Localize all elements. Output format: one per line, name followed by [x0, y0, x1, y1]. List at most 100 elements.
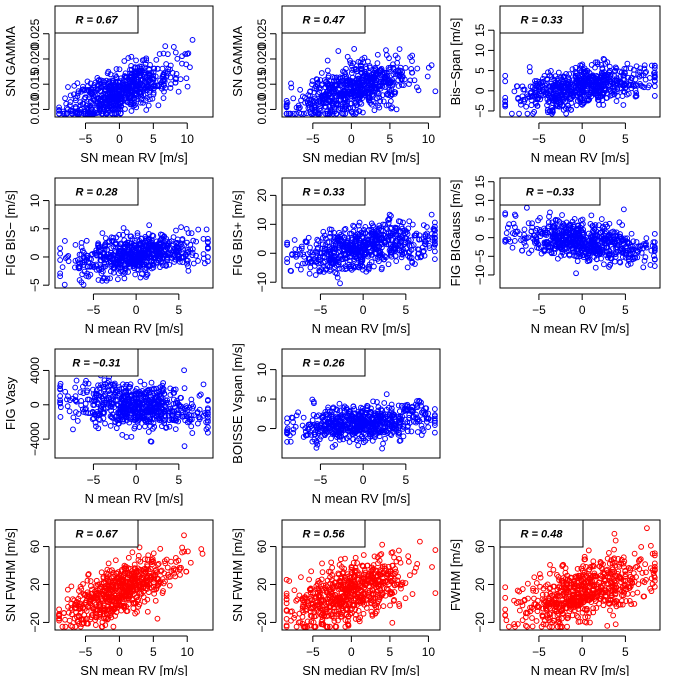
scatter-point: [155, 83, 162, 90]
scatter-point: [137, 260, 144, 267]
scatter-point: [641, 65, 648, 72]
scatter-point: [611, 84, 618, 90]
y-axis-title: FIG BIGauss [m/s]: [448, 180, 463, 287]
scatter-point: [395, 83, 402, 89]
scatter-point: [369, 88, 376, 95]
scatter-point: [600, 261, 607, 268]
y-axis-title: FIG BIS+ [m/s]: [230, 190, 245, 276]
scatter-point: [574, 258, 581, 265]
x-tick-label: 5: [622, 303, 629, 317]
x-tick-label: −5: [306, 132, 320, 146]
scatter-point: [179, 237, 186, 243]
scatter-point: [78, 279, 85, 286]
scatter-point: [95, 102, 102, 109]
scatter-point: [130, 78, 136, 85]
scatter-point: [111, 84, 118, 91]
scatter-point: [548, 76, 555, 83]
y-tick-label: 0: [28, 401, 42, 408]
scatter-point: [160, 77, 167, 84]
scatter-point: [651, 83, 658, 90]
scatter-point: [121, 58, 128, 64]
scatter-point: [342, 71, 349, 77]
scatter-point: [313, 444, 320, 451]
scatter-point: [374, 86, 380, 93]
scatter-point: [113, 259, 120, 266]
scatter-point: [102, 420, 108, 427]
scatter-point: [314, 76, 321, 83]
scatter-point: [357, 65, 364, 72]
scatter-point: [588, 62, 595, 68]
scatter-point: [189, 252, 196, 259]
scatter-point: [527, 68, 533, 75]
scatter-point: [57, 270, 64, 277]
scatter-point: [133, 68, 140, 75]
scatter-point: [109, 106, 116, 113]
scatter-point: [106, 253, 113, 260]
scatter-point: [116, 243, 123, 250]
scatter-point: [347, 84, 354, 91]
y-tick-label: 10: [28, 194, 42, 208]
scatter-point: [128, 53, 135, 60]
x-axis-title: N mean RV [m/s]: [85, 321, 184, 336]
scatter-point: [83, 237, 90, 244]
scatter-point: [566, 71, 573, 77]
scatter-point: [394, 68, 401, 74]
scatter-point: [297, 86, 304, 93]
scatter-point: [120, 232, 126, 238]
scatter-point: [57, 414, 64, 420]
scatter-point: [365, 95, 372, 102]
scatter-point: [523, 204, 530, 211]
scatter-point: [619, 222, 626, 228]
scatter-point: [99, 106, 105, 112]
scatter-point: [588, 212, 595, 219]
scatter-point: [172, 49, 179, 56]
scatter-point: [143, 274, 149, 280]
scatter-point: [102, 235, 109, 242]
scatter-point: [346, 57, 353, 64]
scatter-point: [568, 100, 575, 106]
scatter-point: [190, 260, 197, 267]
scatter-point: [606, 75, 613, 81]
scatter-point: [307, 244, 313, 251]
scatter-point: [73, 377, 80, 384]
scatter-point: [316, 89, 323, 96]
scatter-point: [566, 77, 573, 83]
scatter-point: [509, 244, 516, 251]
scatter-point: [564, 89, 571, 96]
scatter-point: [150, 76, 157, 83]
scatter-point: [102, 256, 109, 263]
scatter-point: [195, 258, 201, 264]
scatter-point: [559, 86, 565, 92]
scatter-point: [78, 105, 85, 112]
scatter-point: [603, 87, 609, 94]
x-tick-label: 10: [181, 132, 195, 146]
scatter-point: [414, 84, 420, 91]
scatter-point: [366, 69, 373, 76]
scatter-point: [558, 85, 565, 92]
scatter-point: [158, 251, 165, 258]
scatter-point: [548, 68, 554, 74]
scatter-points: [502, 55, 658, 117]
scatter-point: [109, 238, 115, 244]
scatter-point: [113, 241, 119, 248]
scatter-point: [84, 101, 91, 108]
scatter-point: [651, 77, 658, 84]
scatter-point: [62, 388, 69, 395]
scatter-point: [190, 237, 197, 244]
scatter-point: [104, 100, 110, 107]
scatter-point: [107, 275, 113, 282]
scatter-point: [358, 91, 365, 98]
scatter-point: [154, 246, 161, 253]
scatter-point: [141, 64, 148, 71]
scatter-point: [134, 230, 141, 236]
scatter-point: [312, 109, 319, 116]
scatter-point: [361, 90, 368, 96]
y-tick-label: 0: [473, 87, 487, 94]
scatter-point: [87, 86, 94, 93]
scatter-point: [167, 62, 174, 69]
scatter-point: [99, 277, 106, 284]
scatter-point: [57, 257, 64, 263]
scatter-point: [204, 235, 211, 242]
scatter-point: [184, 239, 190, 246]
scatter-point: [288, 80, 294, 87]
